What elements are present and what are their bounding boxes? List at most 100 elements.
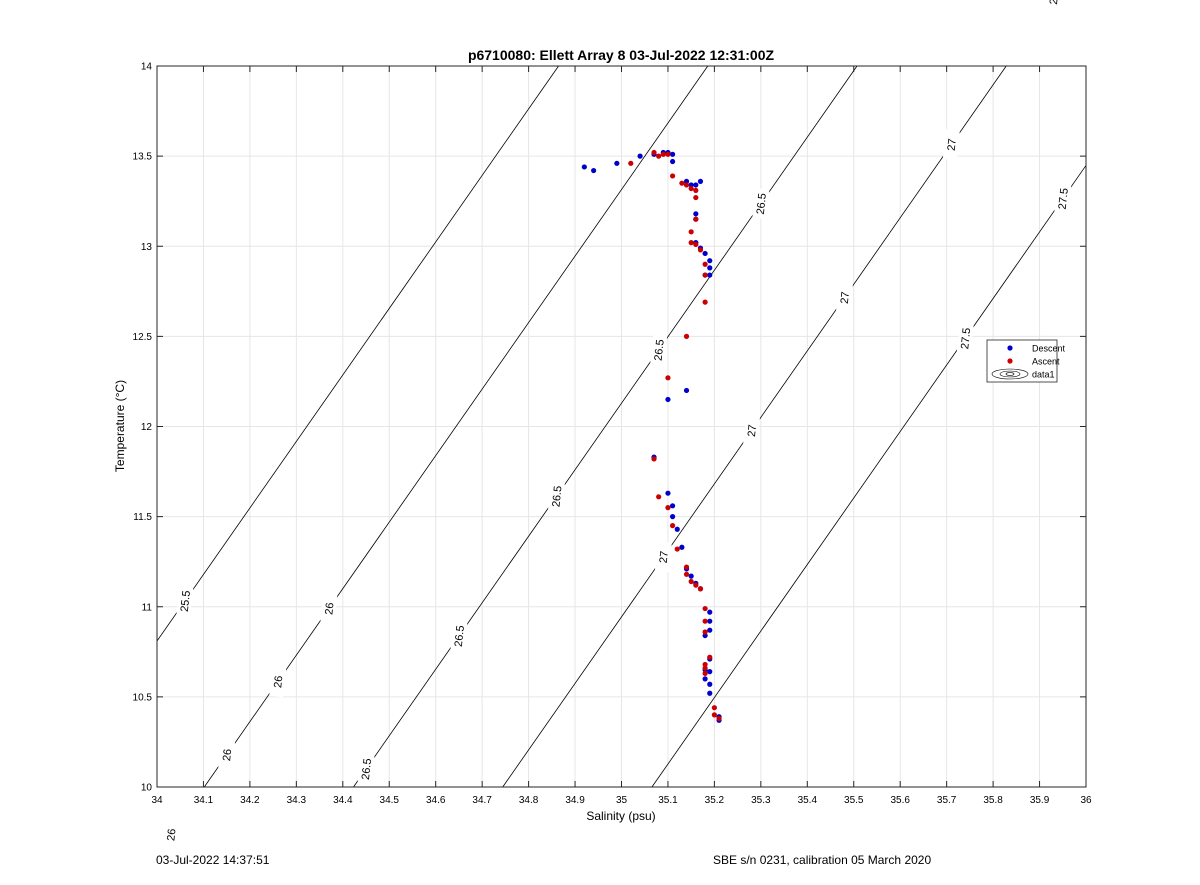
- x-tick-label: 35.5: [844, 795, 864, 806]
- y-tick-label: 10.5: [133, 692, 153, 703]
- isopycnal-line: 26.5 26.5 26.5 26.5 26.5: [353, 65, 858, 788]
- ascent-point: [674, 546, 680, 552]
- contour-label-backing: [956, 322, 974, 355]
- ascent-point: [656, 153, 662, 159]
- x-tick-label: 34.2: [240, 795, 260, 806]
- contour-path: [651, 165, 1087, 788]
- descent-point: [702, 632, 708, 639]
- x-tick-label: 34: [151, 795, 163, 806]
- contour-label: 25.5: [179, 590, 193, 613]
- descent-point: [591, 167, 597, 174]
- descent-point: [669, 514, 676, 520]
- x-tick-label: 34.7: [472, 795, 492, 806]
- ascent-point: [702, 272, 708, 278]
- y-axis-label: Temperature (°C): [113, 380, 127, 472]
- contour-label: 27: [1048, 0, 1061, 5]
- ascent-point: [665, 505, 671, 511]
- x-tick-label: 36: [1080, 795, 1092, 806]
- ascent-point: [679, 180, 685, 186]
- descent-point: [665, 396, 671, 403]
- contour-label: 26: [165, 828, 178, 841]
- ascent-point: [683, 333, 690, 339]
- legend-box: [986, 339, 1058, 383]
- x-tick-label: 35.6: [890, 795, 910, 806]
- ascent-point: [665, 375, 671, 381]
- chart-title: p6710080: Ellett Array 8 03-Jul-2022 12:…: [468, 47, 775, 63]
- ascent-point: [702, 665, 708, 671]
- x-tick-label: 35.7: [937, 795, 957, 806]
- contour-label: 27: [946, 138, 959, 151]
- ascent-point: [669, 523, 676, 529]
- ascent-point: [683, 564, 690, 570]
- contour-label: 26.5: [755, 193, 769, 216]
- x-tick-label: 34.8: [519, 795, 539, 806]
- contour-label-backing: [450, 620, 468, 652]
- ascent-point: [702, 299, 708, 305]
- axis-ticks: 34 34.1 34.2 34.3 34.4 34.5 34.6 34.7 34.8 34.9 35…: [133, 62, 1092, 807]
- descent-point: [707, 669, 713, 675]
- x-axis-label: Salinity (psu): [586, 809, 655, 823]
- contour-label: 26.5: [453, 625, 467, 648]
- ascent-point: [651, 456, 657, 462]
- descent-point: [683, 387, 690, 394]
- y-tick-label: 12.5: [133, 332, 153, 343]
- ascent-point: [651, 149, 657, 156]
- ascent-point: [702, 629, 708, 635]
- descent-point: [688, 573, 694, 579]
- contour-label-backing: [752, 188, 770, 220]
- ascent-point: [697, 247, 704, 253]
- x-tick-label: 34.9: [565, 795, 585, 806]
- data-points: [581, 149, 722, 723]
- descent-point: [669, 503, 676, 509]
- isopycnal-line: 25.5: [156, 65, 559, 642]
- ascent-point: [688, 240, 694, 246]
- x-tick-label: 34.6: [426, 795, 446, 806]
- footer-calibration-note: SBE s/n 0231, calibration 05 March 2020: [713, 853, 932, 867]
- descent-point: [702, 676, 708, 682]
- descent-point: [683, 178, 690, 184]
- ascent-point: [683, 571, 690, 577]
- descent-point: [669, 158, 676, 165]
- ascent-point: [702, 670, 708, 677]
- ascent-point: [669, 173, 676, 179]
- x-tick-label: 35: [616, 795, 628, 806]
- contour-label: 27.5: [1057, 188, 1071, 211]
- y-tick-label: 14: [141, 62, 153, 73]
- x-tick-label: 35.1: [658, 795, 678, 806]
- ascent-point: [697, 586, 704, 592]
- x-tick-label: 35.3: [751, 795, 771, 806]
- contour-label: 27: [658, 550, 671, 563]
- ascent-point: [702, 605, 708, 612]
- x-tick-label: 35.8: [983, 795, 1003, 806]
- contour-path: [203, 65, 709, 788]
- legend-data1-label: data1: [1032, 370, 1055, 380]
- descent-point: [707, 627, 713, 633]
- ascent-point: [628, 160, 634, 166]
- ascent-point: [693, 216, 699, 222]
- descent-point: [614, 160, 620, 166]
- contour-label-backing: [357, 753, 375, 785]
- contour-label-backing: [320, 592, 338, 625]
- descent-point: [707, 272, 713, 278]
- ascent-point: [656, 494, 662, 500]
- contour-label: 26.5: [653, 339, 667, 362]
- descent-point: [679, 544, 685, 550]
- descent-point: [693, 182, 699, 188]
- x-tick-label: 35.9: [1030, 795, 1050, 806]
- contour-path: [353, 65, 858, 788]
- isopycnal-line: 26 26 26 26: [162, 65, 709, 851]
- contour-label-backing: [835, 281, 853, 314]
- contour-label-backing: [269, 666, 287, 698]
- descent-point: [707, 681, 713, 687]
- legend-ascent-marker: [1007, 358, 1013, 364]
- ascent-point: [702, 261, 708, 267]
- contour-label-backing: [650, 334, 668, 366]
- ascent-point: [688, 185, 694, 192]
- ascent-point: [702, 661, 708, 668]
- descent-point: [693, 211, 699, 217]
- x-tick-label: 35.4: [798, 795, 818, 806]
- footer-timestamp: 03-Jul-2022 14:37:51: [156, 853, 270, 867]
- contour-label: 26: [323, 602, 336, 615]
- ascent-point: [693, 194, 699, 201]
